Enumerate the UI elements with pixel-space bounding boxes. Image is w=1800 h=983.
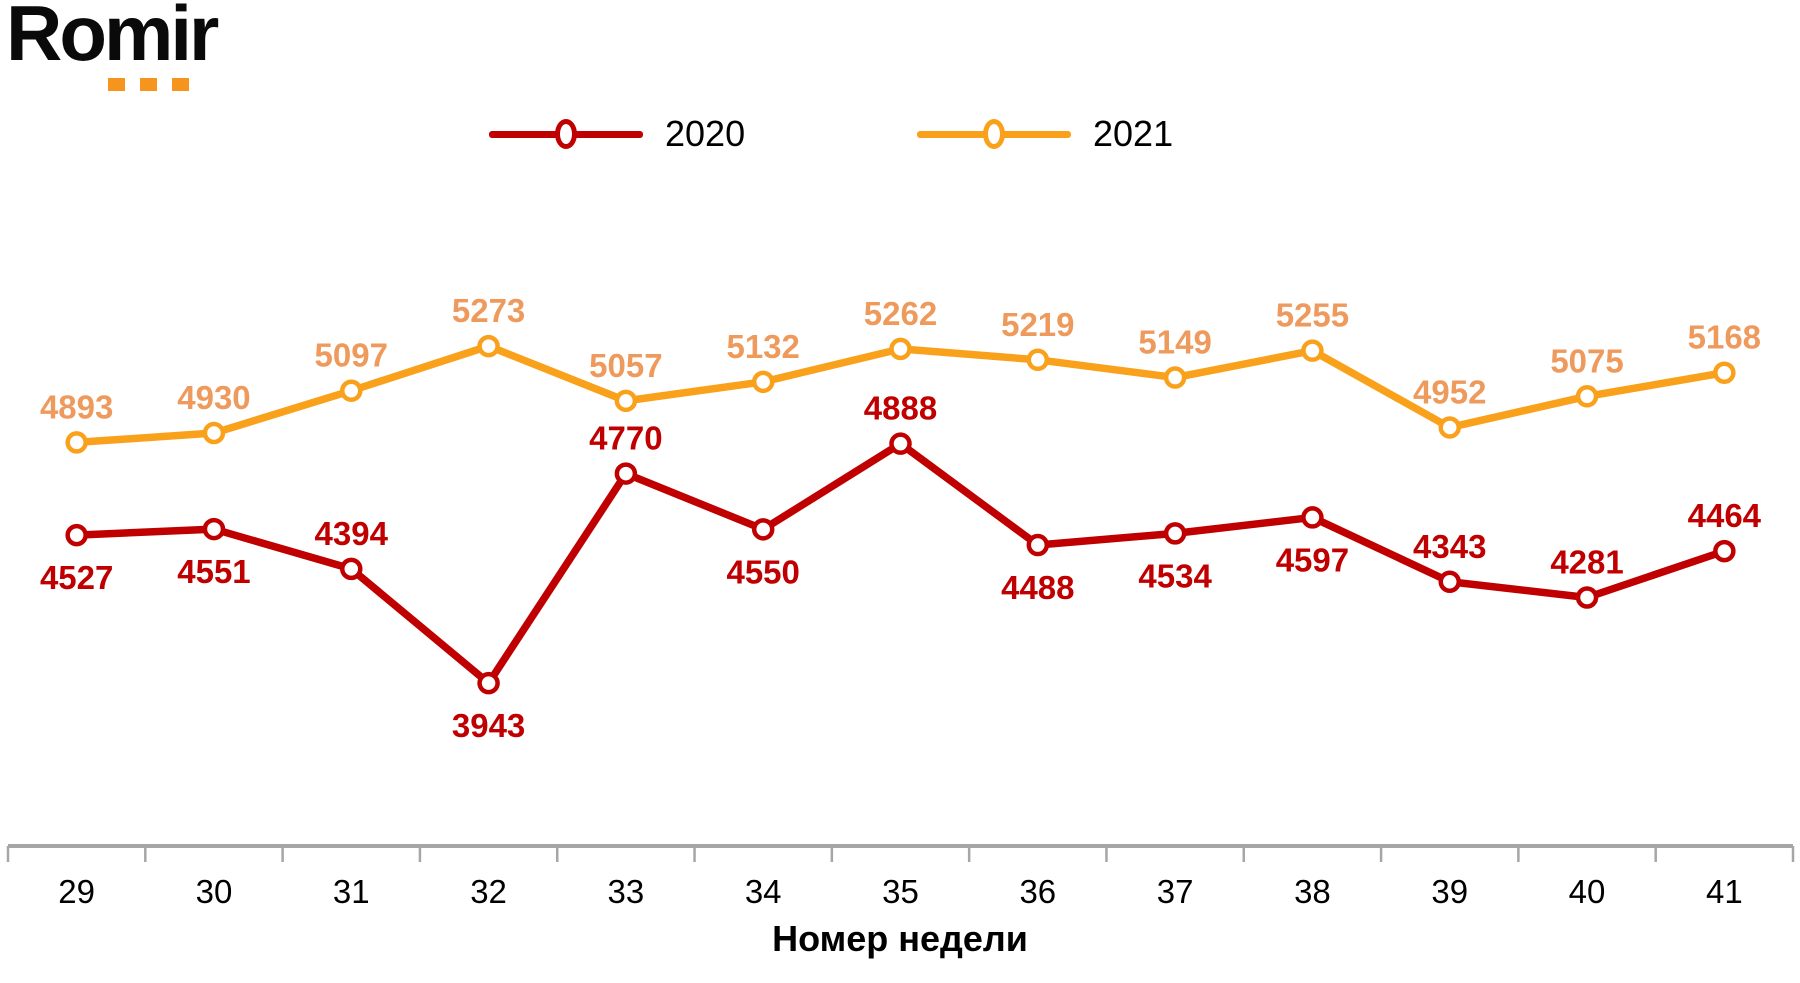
series-2020-point bbox=[614, 462, 638, 485]
x-axis-tick-label: 33 bbox=[608, 873, 645, 910]
series-2020-point bbox=[65, 523, 88, 547]
x-axis-tick-label: 41 bbox=[1706, 873, 1743, 910]
series-2020-data-label: 4394 bbox=[315, 515, 389, 552]
series-2021-data-label: 5149 bbox=[1138, 324, 1211, 361]
series-2021-data-label: 5097 bbox=[315, 337, 388, 374]
x-axis-title: Номер недели bbox=[772, 918, 1028, 959]
legend-label-2021: 2021 bbox=[1093, 113, 1174, 154]
series-2020-point bbox=[1438, 570, 1461, 594]
logo-dot bbox=[108, 78, 125, 91]
series-2020-data-label: 4527 bbox=[40, 559, 113, 596]
series-2021-data-label: 5132 bbox=[726, 328, 799, 365]
x-axis-tick-label: 29 bbox=[58, 873, 95, 910]
logo-wordmark: Romir bbox=[6, 0, 219, 77]
series-2021-point bbox=[889, 337, 912, 361]
series-2021-data-label: 5057 bbox=[589, 347, 662, 384]
series-2020-data-label: 4888 bbox=[864, 390, 937, 427]
series-2020-point bbox=[1301, 506, 1324, 529]
series-2021-point bbox=[1026, 348, 1050, 372]
series-2020-point bbox=[1575, 586, 1599, 609]
series-2021-data-label: 5262 bbox=[864, 295, 937, 332]
legend-item-2021: 2021 bbox=[917, 108, 1217, 156]
x-axis-tick-label: 31 bbox=[333, 873, 370, 910]
series-2021-point bbox=[1301, 339, 1324, 362]
series-2020-data-label: 4488 bbox=[1001, 569, 1074, 606]
series-2020-data-label: 4464 bbox=[1688, 497, 1762, 534]
series-2020-data-label: 4551 bbox=[177, 553, 250, 590]
series-2020-point bbox=[340, 557, 363, 581]
series-2020-point bbox=[889, 432, 912, 455]
series-2021-data-label: 4893 bbox=[40, 388, 113, 425]
series-2020-point bbox=[1163, 522, 1187, 545]
series-2021-point bbox=[1575, 385, 1599, 408]
series-2021-point bbox=[751, 370, 775, 394]
series-2021-point bbox=[1163, 366, 1187, 389]
x-axis-tick-label: 36 bbox=[1019, 873, 1056, 910]
x-axis-tick-label: 37 bbox=[1157, 873, 1194, 910]
series-2021-data-label: 5219 bbox=[1001, 306, 1074, 343]
series-2020-point bbox=[1026, 533, 1050, 557]
series-2021-point bbox=[340, 379, 363, 402]
series-2020-data-label: 4770 bbox=[589, 420, 662, 457]
legend-label-2020: 2020 bbox=[665, 113, 746, 154]
legend-item-2020: 2020 bbox=[489, 108, 789, 156]
series-2021-point bbox=[614, 389, 638, 413]
series-2021-data-label: 4930 bbox=[177, 379, 250, 416]
x-axis-tick-label: 35 bbox=[882, 873, 919, 910]
series-2020-point bbox=[1713, 539, 1736, 563]
series-2021-point bbox=[202, 421, 226, 445]
series-2021-point bbox=[65, 431, 88, 454]
x-axis-tick-label: 39 bbox=[1431, 873, 1468, 910]
series-2021-data-label: 5255 bbox=[1276, 297, 1349, 334]
series-2020-data-label: 4343 bbox=[1413, 528, 1486, 565]
series-2020-point bbox=[751, 518, 775, 541]
x-axis-tick-label: 38 bbox=[1294, 873, 1331, 910]
x-axis-tick-label: 34 bbox=[745, 873, 782, 910]
series-2021-data-label: 5168 bbox=[1688, 319, 1761, 356]
x-axis-tick-label: 40 bbox=[1569, 873, 1606, 910]
series-2021-point bbox=[1713, 361, 1736, 384]
series-2021-data-label: 5273 bbox=[452, 292, 525, 329]
series-2020-data-label: 4550 bbox=[726, 553, 799, 590]
series-2021-data-label: 5075 bbox=[1550, 342, 1623, 379]
logo-dots-icon bbox=[108, 78, 189, 91]
series-2020-data-label: 4534 bbox=[1138, 557, 1212, 594]
series-2021-point bbox=[477, 334, 500, 358]
series-2020-data-label: 3943 bbox=[452, 707, 525, 744]
legend-circle-marker-2020 bbox=[555, 119, 577, 149]
series-2021-point bbox=[1438, 416, 1461, 439]
logo-dot bbox=[140, 78, 157, 91]
series-2021-data-label: 4952 bbox=[1413, 373, 1486, 410]
series-2020-data-label: 4597 bbox=[1276, 541, 1349, 578]
series-2020-point bbox=[202, 517, 226, 541]
series-2020-point bbox=[477, 671, 500, 695]
series-2020-data-label: 4281 bbox=[1550, 543, 1623, 580]
romir-logo: Romir bbox=[6, 0, 219, 91]
x-axis-tick-label: 30 bbox=[196, 873, 233, 910]
logo-dot bbox=[172, 78, 189, 91]
legend-circle-marker-2021 bbox=[983, 119, 1005, 149]
x-axis-tick-label: 32 bbox=[470, 873, 507, 910]
